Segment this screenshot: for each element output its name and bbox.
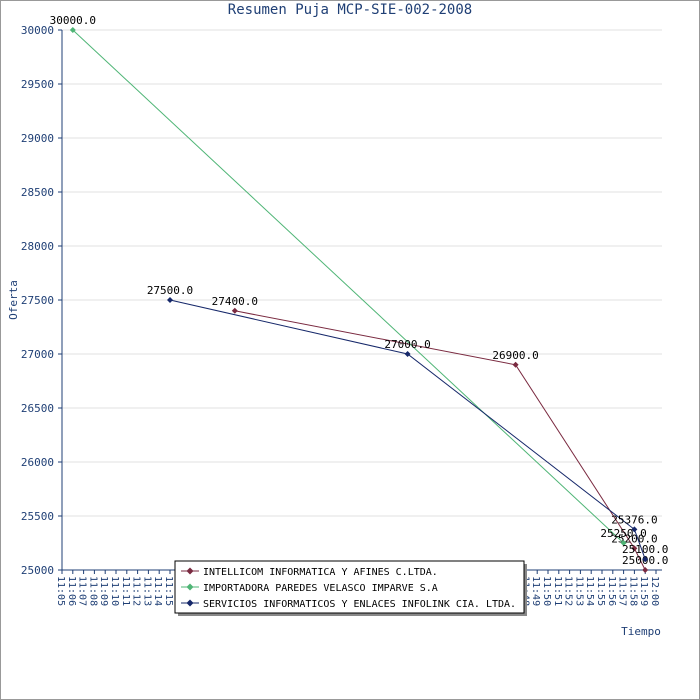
value-label: 25250.0	[600, 527, 646, 540]
y-tick-label: 29000	[21, 132, 54, 145]
x-tick-label: 11:12	[131, 576, 142, 606]
point	[642, 556, 649, 563]
x-tick-label: 11:56	[606, 576, 617, 606]
value-label: 27400.0	[212, 295, 258, 308]
x-tick-label: 11:14	[152, 576, 163, 606]
x-tick-label: 11:05	[55, 576, 66, 606]
x-tick-label: 11:51	[552, 576, 563, 606]
x-tick-label: 12:00	[649, 576, 660, 606]
point	[631, 526, 638, 533]
x-tick-label: 11:10	[109, 576, 120, 606]
y-tick-label: 25000	[21, 564, 54, 577]
x-tick-label: 11:54	[584, 576, 595, 606]
legend-label: IMPORTADORA PAREDES VELASCO IMPARVE S.A	[203, 583, 438, 594]
y-tick-label: 30000	[21, 24, 54, 37]
x-axis-label: Tiempo	[621, 625, 661, 638]
legend-marker	[186, 583, 194, 591]
x-tick-label: 11:53	[573, 576, 584, 606]
point	[404, 351, 411, 357]
chart-title: Resumen Puja MCP-SIE-002-2008	[228, 2, 472, 18]
x-tick-label: 11:07	[77, 576, 88, 606]
value-label: 27500.0	[147, 284, 193, 297]
series-line	[234, 310, 646, 571]
y-tick-label: 25500	[21, 510, 54, 523]
y-tick-label: 26500	[21, 402, 54, 415]
value-label: 26900.0	[492, 349, 538, 362]
point	[231, 307, 238, 314]
x-tick-label: 11:06	[66, 576, 77, 606]
y-tick-label: 26000	[21, 456, 54, 469]
series-line	[72, 29, 624, 544]
point	[512, 361, 519, 368]
legend-marker	[186, 567, 194, 575]
x-tick-label: 11:09	[98, 576, 109, 606]
x-tick-label: 11:08	[87, 576, 98, 606]
y-tick-label: 27500	[21, 294, 54, 307]
y-tick-label: 27000	[21, 348, 54, 361]
x-tick-label: 11:52	[563, 576, 574, 606]
y-tick-label: 28500	[21, 186, 54, 199]
y-tick-label: 28000	[21, 240, 54, 253]
legend-marker	[186, 599, 194, 607]
point	[631, 545, 638, 552]
x-tick-label: 11:58	[627, 576, 638, 606]
legend	[174, 560, 525, 614]
y-axis-label: Oferta	[7, 280, 20, 320]
value-label: 25376.0	[611, 513, 657, 526]
legend-label: SERVICIOS INFORMATICOS Y ENLACES INFOLIN…	[203, 599, 516, 610]
x-tick-label: 11:57	[617, 576, 628, 606]
point	[69, 27, 76, 33]
point	[642, 567, 649, 573]
series-line	[169, 299, 646, 560]
x-tick-label: 11:13	[141, 576, 152, 606]
x-tick-label: 11:55	[595, 576, 606, 606]
x-tick-label: 11:11	[120, 576, 131, 606]
point	[620, 540, 627, 546]
value-label: 25100.0	[622, 543, 668, 556]
x-tick-label: 11:15	[163, 576, 174, 606]
value-label: 27000.0	[384, 338, 430, 351]
point	[167, 297, 173, 303]
legend-label: INTELLICOM INFORMATICA Y AFINES C.LTDA.	[203, 567, 438, 578]
value-label: 30000.0	[50, 14, 96, 27]
x-tick-label: 11:49	[530, 576, 541, 606]
x-tick-label: 11:59	[638, 576, 649, 606]
y-tick-label: 29500	[21, 78, 54, 91]
x-tick-label: 11:50	[541, 576, 552, 606]
